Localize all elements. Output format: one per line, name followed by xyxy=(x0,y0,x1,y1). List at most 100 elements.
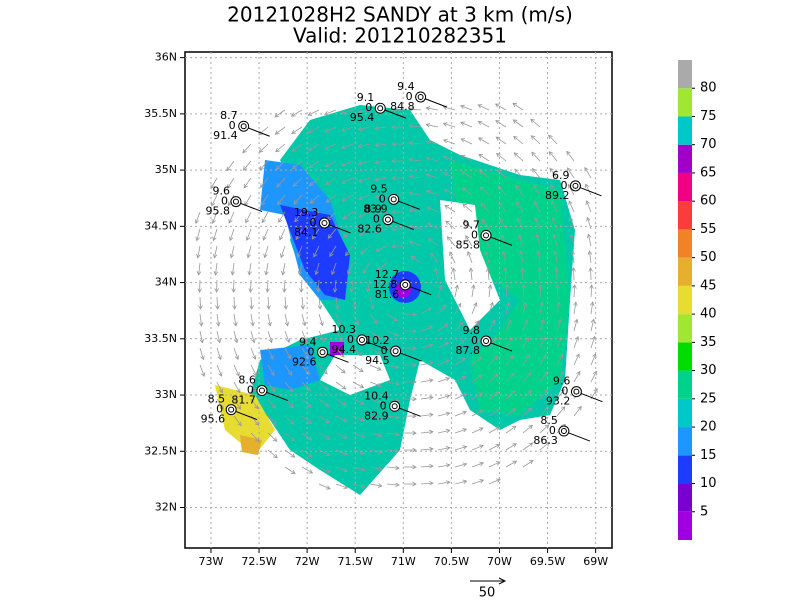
wind-vector xyxy=(504,268,507,281)
wind-arrowhead xyxy=(530,118,535,124)
colorbar-label: 10 xyxy=(700,476,717,491)
wind-arrowhead xyxy=(529,459,534,465)
wind-arrowhead xyxy=(445,220,450,226)
wind-vector xyxy=(590,302,594,315)
wind-vector xyxy=(341,143,354,149)
station-inner xyxy=(392,348,399,355)
station-bottom: 92.6 xyxy=(292,355,317,368)
wind-vector xyxy=(420,482,433,485)
station xyxy=(225,404,237,416)
wind-arrowhead xyxy=(216,338,222,344)
wind-arrowhead xyxy=(324,402,330,407)
wind-arrowhead xyxy=(566,150,571,156)
wind-vector xyxy=(409,108,422,111)
wind-vector xyxy=(488,444,500,451)
wind-arrowhead xyxy=(342,434,348,439)
wind-vector xyxy=(250,398,259,409)
wind-vector xyxy=(409,209,422,213)
wind-vector xyxy=(247,245,252,258)
wind-vector xyxy=(386,466,399,469)
wind-vector xyxy=(215,262,218,275)
wind-arrowhead xyxy=(544,406,549,412)
wind-vector xyxy=(460,105,473,111)
wind-vector xyxy=(409,192,422,196)
wind-arrowhead xyxy=(299,288,304,293)
wind-arrowhead xyxy=(408,224,414,229)
wind-arrowhead xyxy=(428,343,434,348)
wind-arrowhead xyxy=(554,267,559,272)
colorbar-segment xyxy=(678,511,692,540)
wind-arrowhead xyxy=(358,351,363,357)
station-mid: 0 xyxy=(309,216,316,229)
wind-vector xyxy=(452,268,456,281)
wind-arrowhead xyxy=(412,396,417,402)
wind-arrowhead xyxy=(512,443,517,448)
wind-arrowhead xyxy=(274,112,280,118)
wind-vector xyxy=(556,406,566,417)
wind-arrowhead xyxy=(260,183,265,189)
wind-arrowhead xyxy=(268,338,273,344)
station-top: 9.4 xyxy=(397,80,415,93)
wind-vector xyxy=(375,177,388,181)
wind-arrowhead xyxy=(477,104,483,109)
wind-vector xyxy=(335,415,347,423)
wind-arrowhead xyxy=(500,234,505,239)
wind-arrowhead xyxy=(438,284,443,290)
station-inner xyxy=(384,216,391,223)
wind-arrowhead xyxy=(197,288,202,293)
wind-vector xyxy=(343,228,354,238)
wind-arrowhead xyxy=(376,266,382,271)
wind-arrowhead xyxy=(560,388,565,394)
wind-arrowhead xyxy=(477,120,483,125)
wind-vector xyxy=(513,152,524,162)
y-tick-label: 34.5N xyxy=(144,219,177,232)
wind-arrowhead xyxy=(274,130,280,135)
wind-vector xyxy=(420,362,433,366)
wind-arrowhead xyxy=(285,338,291,344)
wind-vector xyxy=(426,140,439,145)
wind-vector xyxy=(335,330,343,342)
station-bottom: 85.8 xyxy=(456,238,481,251)
wind-vector xyxy=(479,170,490,179)
title: 20121028H2 SANDY at 3 km (m/s) xyxy=(227,3,573,27)
wind-vector xyxy=(260,194,269,206)
wind-vector xyxy=(335,483,348,489)
x-tick-label: 71W xyxy=(391,555,416,568)
wind-vector xyxy=(386,313,398,321)
wind-arrowhead xyxy=(358,195,363,201)
wind-vector xyxy=(335,381,346,390)
wind-arrowhead xyxy=(479,186,485,191)
wind-vector xyxy=(513,119,524,128)
wind-arrowhead xyxy=(528,442,534,447)
wind-arrowhead xyxy=(331,270,336,276)
wind-vector xyxy=(522,302,527,315)
station-bottom: 95.4 xyxy=(350,111,375,124)
wind-arrowhead xyxy=(433,267,439,273)
wind-arrowhead xyxy=(235,371,240,377)
wind-vector xyxy=(295,228,303,240)
wind-vector xyxy=(199,330,203,343)
wind-arrowhead xyxy=(324,163,330,168)
wind-arrowhead xyxy=(498,201,503,207)
wind-arrowhead xyxy=(391,209,396,215)
wind-arrowhead xyxy=(549,167,554,173)
wind-arrowhead xyxy=(511,408,517,413)
wind-arrowhead xyxy=(252,355,257,360)
wind-arrowhead xyxy=(408,174,414,179)
wind-vector xyxy=(553,234,558,247)
wind-arrowhead xyxy=(266,305,271,310)
wind-arrowhead xyxy=(377,483,383,488)
wind-vector xyxy=(454,463,467,468)
wind-vector xyxy=(278,211,286,223)
wind-arrowhead xyxy=(497,185,502,191)
wind-vector xyxy=(548,134,558,145)
station-inner xyxy=(402,281,409,288)
wind-vector xyxy=(495,120,507,128)
colorbar-label: 25 xyxy=(700,391,717,406)
wind-arrowhead xyxy=(359,231,364,236)
station-bottom: 82.6 xyxy=(357,223,382,236)
wind-vector xyxy=(267,330,273,343)
wind-arrowhead xyxy=(412,447,417,453)
wind-vector xyxy=(250,432,260,442)
